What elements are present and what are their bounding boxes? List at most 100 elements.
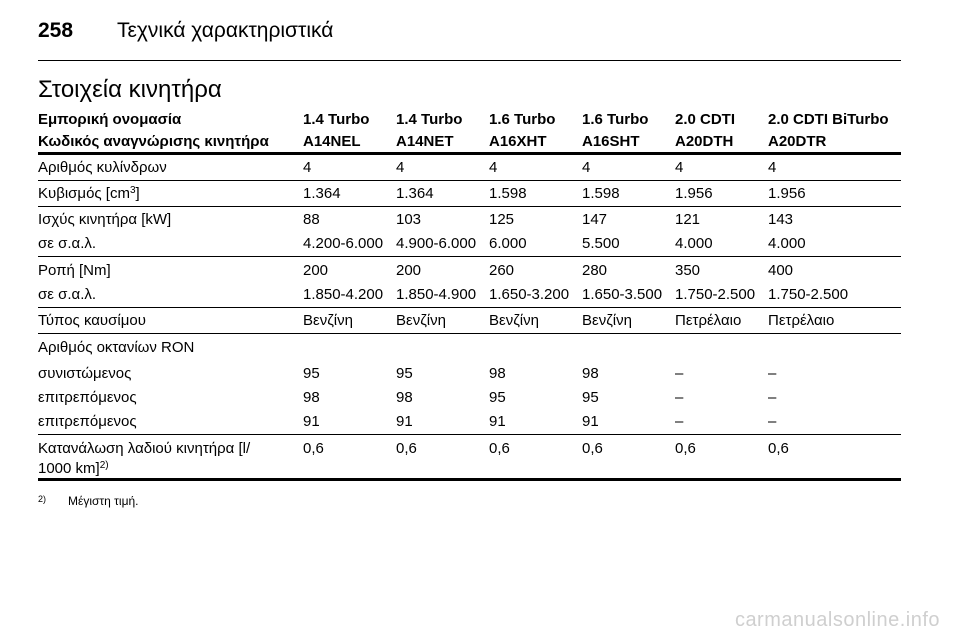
row-label: Κυβισμός [cm3] [38, 185, 140, 202]
table-cell: – [675, 389, 684, 406]
row-label: επιτρεπόμενος [38, 413, 137, 430]
table-cell: 0,6 [489, 440, 510, 457]
table-cell: 400 [768, 262, 794, 279]
table-cell: 280 [582, 262, 608, 279]
table-cell: 121 [675, 211, 701, 228]
chapter-title: Τεχνικά χαρακτηριστικά [117, 19, 334, 42]
header-cell: Εμπορική ονομασία [38, 111, 182, 128]
table-cell: 1.598 [489, 185, 527, 202]
table-cell: 103 [396, 211, 422, 228]
header-cell: A16XHT [489, 133, 547, 150]
table-cell: 4 [489, 159, 498, 176]
table-divider [38, 180, 901, 181]
table-cell: 4.000 [768, 235, 806, 252]
table-cell: 1.364 [303, 185, 341, 202]
table-cell: 0,6 [582, 440, 603, 457]
table-cell: Βενζίνη [489, 312, 539, 329]
header-divider [38, 60, 901, 61]
row-label: συνιστώμενος [38, 365, 132, 382]
table-divider [38, 478, 901, 481]
row-label: Κατανάλωση λαδιού κινητήρα [l/1000 km]2) [38, 440, 251, 477]
table-cell: 4 [582, 159, 591, 176]
table-cell: 0,6 [396, 440, 417, 457]
header-cell: A16SHT [582, 133, 640, 150]
table-cell: 4 [675, 159, 684, 176]
table-cell: 6.000 [489, 235, 527, 252]
table-cell: 4 [303, 159, 312, 176]
header-cell: A14NEL [303, 133, 361, 150]
table-cell: 143 [768, 211, 794, 228]
table-cell: 125 [489, 211, 515, 228]
header-cell: A20DTH [675, 133, 734, 150]
table-cell: Πετρέλαιο [768, 312, 835, 329]
table-cell: 0,6 [303, 440, 324, 457]
table-cell: 147 [582, 211, 608, 228]
table-divider [38, 256, 901, 257]
row-label: Ροπή [Nm] [38, 262, 111, 279]
table-cell: 98 [396, 389, 413, 406]
table-cell: 88 [303, 211, 320, 228]
header-cell: 2.0 CDTI [675, 111, 736, 128]
table-cell: 95 [582, 389, 599, 406]
row-label: Αριθμός οκτανίων RON [38, 339, 195, 356]
table-cell: – [675, 413, 684, 430]
header-cell: 1.6 Turbo [582, 111, 649, 128]
row-label: σε σ.α.λ. [38, 235, 97, 252]
table-cell: – [768, 389, 777, 406]
table-cell: 4.000 [675, 235, 713, 252]
table-cell: 1.650-3.200 [489, 286, 570, 303]
header-cell: A14NET [396, 133, 454, 150]
table-cell: 1.364 [396, 185, 434, 202]
footnote: 2) Μέγιστη τιμή. [38, 494, 139, 509]
table-cell: 1.850-4.200 [303, 286, 384, 303]
table-cell: 1.650-3.500 [582, 286, 663, 303]
row-label: επιτρεπόμενος [38, 389, 137, 406]
table-cell: 91 [396, 413, 413, 430]
table-cell: 1.750-2.500 [768, 286, 849, 303]
table-cell: 200 [303, 262, 329, 279]
header-cell: 1.6 Turbo [489, 111, 556, 128]
table-divider [38, 152, 901, 155]
table-cell: – [768, 365, 777, 382]
table-cell: 95 [303, 365, 320, 382]
table-cell: 0,6 [768, 440, 789, 457]
table-cell: 95 [489, 389, 506, 406]
table-cell: 95 [396, 365, 413, 382]
table-divider [38, 333, 901, 334]
table-cell: 4.900-6.000 [396, 235, 477, 252]
table-cell: 1.956 [675, 185, 713, 202]
table-cell: 1.750-2.500 [675, 286, 756, 303]
table-divider [38, 434, 901, 435]
footnote-text: Μέγιστη τιμή. [68, 494, 139, 508]
table-cell: 91 [303, 413, 320, 430]
table-cell: 98 [582, 365, 599, 382]
table-cell: 200 [396, 262, 422, 279]
table-cell: 5.500 [582, 235, 620, 252]
header-cell: 1.4 Turbo [396, 111, 463, 128]
header-cell: Κωδικός αναγνώρισης κινητήρα [38, 133, 269, 150]
row-label: σε σ.α.λ. [38, 286, 97, 303]
footnote-marker: 2) [38, 494, 47, 504]
header-cell: 2.0 CDTI BiTurbo [768, 111, 889, 128]
row-label: Ισχύς κινητήρα [kW] [38, 211, 172, 228]
page-number: 258 [38, 19, 74, 42]
table-divider [38, 206, 901, 207]
table-cell: 350 [675, 262, 701, 279]
header-cell: A20DTR [768, 133, 827, 150]
table-cell: 98 [489, 365, 506, 382]
section-title: Στοιχεία κινητήρα [38, 76, 222, 103]
table-divider [38, 307, 901, 308]
table-cell: 1.598 [582, 185, 620, 202]
table-cell: 4 [396, 159, 405, 176]
table-cell: 4 [768, 159, 777, 176]
table-cell: Βενζίνη [582, 312, 632, 329]
watermark: carmanualsonline.info [734, 609, 940, 631]
table-cell: 91 [489, 413, 506, 430]
row-label: Αριθμός κυλίνδρων [38, 159, 167, 176]
table-cell: – [768, 413, 777, 430]
table-cell: 98 [303, 389, 320, 406]
table-cell: 0,6 [675, 440, 696, 457]
table-cell: 4.200-6.000 [303, 235, 384, 252]
table-cell: Πετρέλαιο [675, 312, 742, 329]
table-cell: 91 [582, 413, 599, 430]
